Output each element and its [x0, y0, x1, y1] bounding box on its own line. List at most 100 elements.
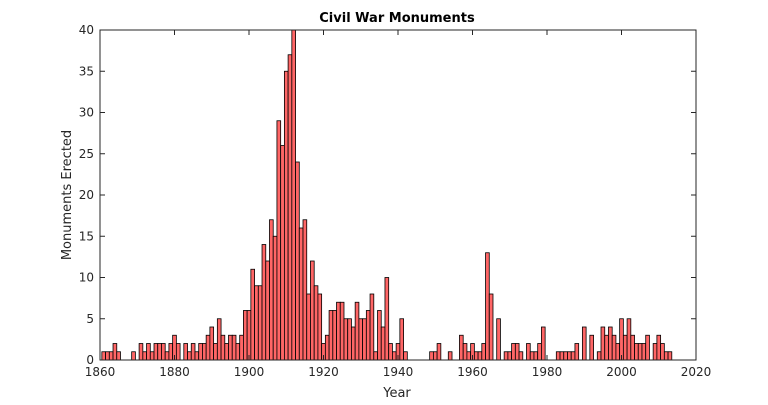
bar-1889	[205, 334, 211, 361]
bar-1926	[343, 318, 349, 361]
y-tick-label-20: 20	[79, 188, 94, 202]
bar-1915	[302, 219, 308, 361]
bar-1997	[608, 326, 613, 361]
bar-1975	[526, 343, 531, 361]
bar-1942	[403, 351, 408, 361]
bar-1922	[328, 310, 334, 361]
bar-1931	[362, 318, 367, 361]
y-tick-label-25: 25	[79, 147, 94, 161]
bar-1904	[261, 244, 267, 361]
bar-1958	[462, 343, 468, 361]
bar-1911	[287, 54, 293, 361]
bar-1873	[146, 343, 151, 361]
bar-1999	[615, 343, 621, 361]
bar-2011	[660, 343, 665, 361]
bar-1894	[224, 343, 229, 361]
bar-1886	[194, 351, 200, 361]
bar-2006	[641, 343, 647, 361]
bar-1970	[507, 351, 513, 361]
bar-1939	[392, 351, 397, 361]
bar-1949	[429, 351, 434, 361]
bar-1957	[459, 334, 464, 361]
bar-1885	[190, 343, 196, 361]
x-tick-label-1920: 1920	[308, 365, 339, 379]
bar-1930	[358, 318, 364, 361]
ticks-layer: 1860 1880 1900 1920 1940 1960 1980 2000 2020 0 5 10…	[79, 23, 712, 379]
bar-1992	[589, 334, 594, 361]
bar-1916	[306, 293, 311, 361]
bar-1913	[295, 161, 300, 361]
bar-1921	[324, 334, 330, 361]
x-tick-label-1940: 1940	[383, 365, 414, 379]
bar-1978	[537, 343, 542, 361]
bars-layer	[101, 29, 673, 361]
bar-1994	[596, 351, 602, 361]
bar-1902	[254, 285, 259, 361]
bar-2003	[630, 334, 635, 361]
x-tick-label-2000: 2000	[606, 365, 637, 379]
bar-1983	[555, 351, 561, 361]
bar-1891	[213, 343, 218, 361]
bar-1979	[541, 326, 546, 361]
bar-1965	[488, 293, 494, 361]
bar-1996	[604, 334, 609, 361]
bar-1985	[563, 351, 568, 361]
bar-1910	[283, 70, 289, 361]
bar-2013	[667, 351, 673, 361]
bar-1973	[518, 351, 524, 361]
bar-1967	[496, 318, 501, 361]
bar-1865	[116, 351, 121, 361]
bar-1888	[202, 343, 207, 361]
x-tick-label-1860: 1860	[85, 365, 116, 379]
bar-1877	[161, 343, 166, 361]
bar-1905	[265, 260, 270, 361]
bar-1977	[533, 351, 539, 361]
bar-1938	[388, 343, 393, 361]
y-tick-label-15: 15	[79, 229, 94, 243]
bar-1908	[276, 120, 282, 361]
bar-1896	[231, 334, 237, 361]
bar-1925	[339, 301, 345, 361]
bar-1984	[559, 351, 565, 361]
bar-1951	[436, 343, 442, 361]
bar-2001	[622, 334, 628, 361]
bar-1959	[466, 351, 472, 361]
chart-title: Civil War Monuments	[319, 11, 475, 26]
bar-1909	[280, 145, 285, 361]
bar-1879	[168, 343, 174, 361]
bar-2010	[656, 334, 662, 361]
bar-1899	[243, 310, 248, 361]
bar-1998	[611, 334, 617, 361]
bar-2005	[637, 343, 643, 361]
bar-1976	[529, 351, 535, 361]
bar-1950	[432, 351, 438, 361]
bar-1935	[377, 310, 382, 361]
bar-1881	[175, 343, 181, 361]
bar-1988	[574, 343, 580, 361]
bar-1933	[369, 293, 375, 361]
y-tick-label-35: 35	[79, 64, 94, 78]
y-tick-label-10: 10	[79, 271, 94, 285]
bar-1898	[239, 334, 244, 361]
bar-1903	[257, 285, 263, 361]
bar-1895	[228, 334, 233, 361]
bar-1954	[447, 351, 453, 361]
bar-1934	[373, 351, 378, 361]
bar-1897	[235, 343, 241, 361]
bar-1912	[291, 29, 296, 361]
bar-1893	[220, 334, 226, 361]
x-axis-label: Year	[382, 386, 411, 401]
bar-1941	[399, 318, 404, 361]
bar-1990	[581, 326, 587, 361]
x-tick-label-1880: 1880	[159, 365, 190, 379]
bar-1995	[600, 326, 606, 361]
bar-1971	[511, 343, 516, 361]
bar-1863	[108, 351, 114, 361]
bar-1987	[570, 351, 576, 361]
y-tick-label-5: 5	[86, 312, 94, 326]
bar-1876	[157, 343, 162, 361]
bar-1927	[347, 318, 352, 361]
bar-2002	[626, 318, 632, 361]
